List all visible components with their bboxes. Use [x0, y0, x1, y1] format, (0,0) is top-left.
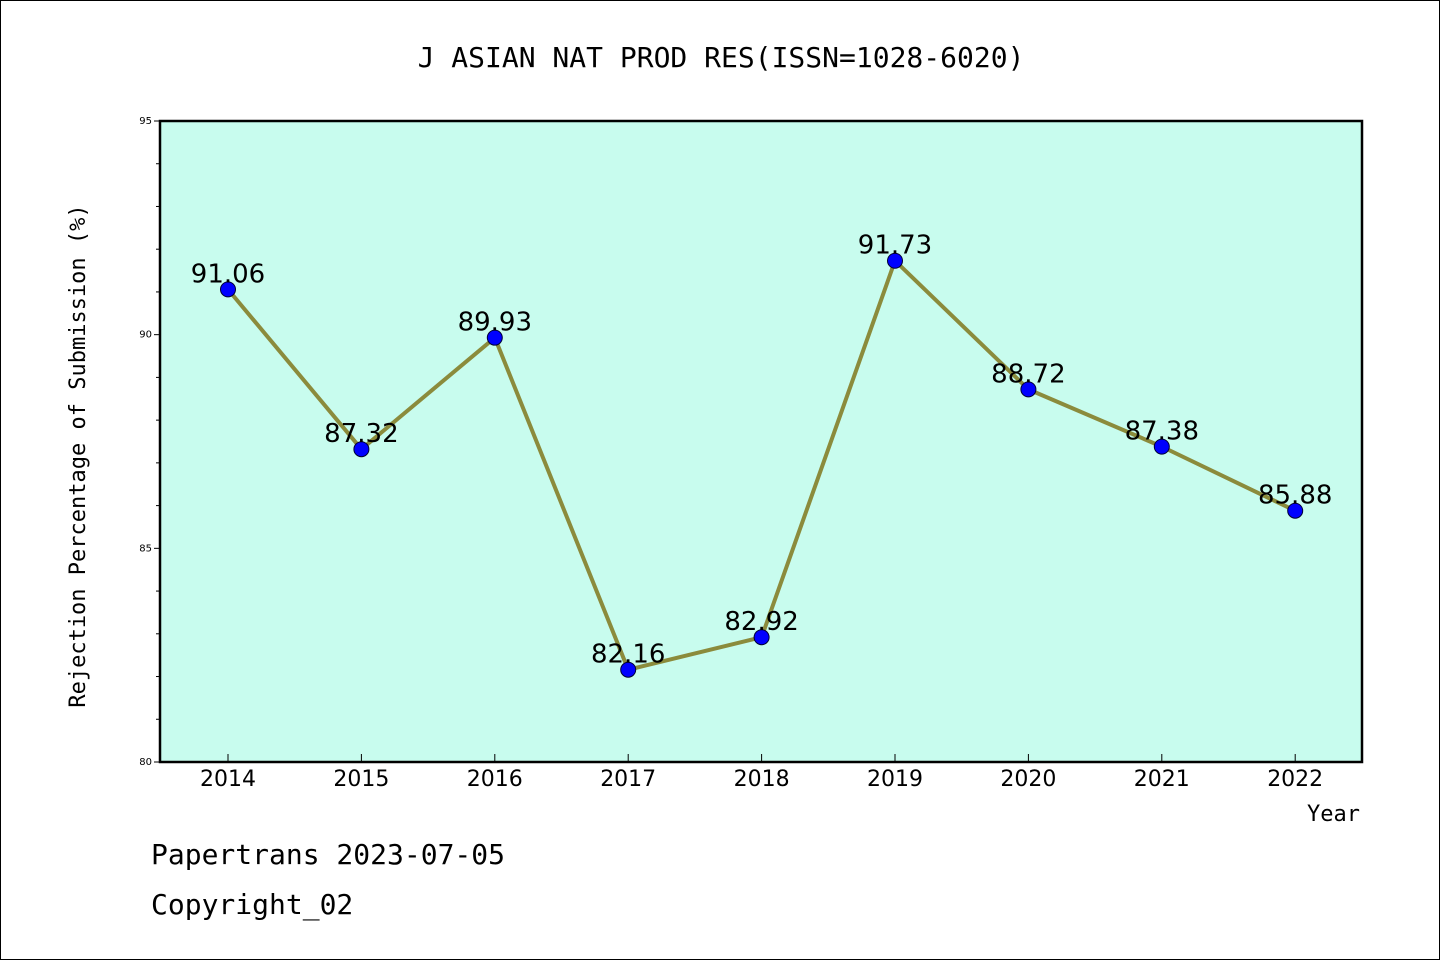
data-label: 82.92	[724, 607, 798, 637]
plot-frame	[158, 119, 1364, 764]
x-tick-label: 2016	[467, 767, 523, 792]
data-label: 89.93	[458, 308, 532, 338]
data-labels: 91.06 87.32 89.93 82.16 82.92 91.73 88.72 87.38…	[191, 231, 1333, 670]
data-point	[353, 441, 370, 458]
x-tick-label: 2022	[1267, 767, 1323, 792]
footer-copyright: Copyright_02	[151, 888, 353, 922]
y-tick-label: 85	[139, 543, 152, 554]
x-tick-label: 2020	[1000, 767, 1056, 792]
data-point	[1020, 381, 1037, 398]
data-label: 85.88	[1258, 481, 1332, 511]
x-tick-label: 2015	[333, 767, 389, 792]
data-label: 87.38	[1125, 417, 1199, 447]
data-label: 82.16	[591, 640, 665, 670]
data-label: 88.72	[991, 359, 1065, 389]
y-tick-label: 90	[139, 330, 152, 341]
chart-title: J ASIAN NAT PROD RES(ISSN=1028-6020)	[418, 41, 1025, 74]
y-axis-label: Rejection Percentage of Submission (%)	[66, 204, 91, 707]
data-point	[486, 329, 503, 346]
data-point	[220, 281, 236, 298]
y-tick-label: 95	[139, 116, 152, 127]
x-tick-label: 2017	[600, 767, 656, 792]
data-points	[220, 252, 1304, 678]
x-tick-label: 2018	[734, 767, 790, 792]
data-point	[620, 661, 637, 678]
x-axis-label: Year	[1307, 802, 1360, 827]
data-label: 91.73	[858, 231, 932, 261]
y-tick-label: 80	[139, 757, 152, 768]
data-point	[887, 252, 903, 269]
data-point	[753, 629, 770, 646]
data-point	[1153, 438, 1170, 455]
data-point	[1287, 502, 1304, 519]
y-axis-ticks: 80 85 90 95	[139, 116, 160, 768]
x-tick-label: 2019	[867, 767, 923, 792]
data-label: 87.32	[324, 419, 398, 449]
x-axis-ticks: 2014 2015 2016 2017 2018 2019 2020 2021 2022	[200, 754, 1323, 792]
footer-credit: Papertrans 2023-07-05	[151, 838, 505, 871]
x-tick-label: 2021	[1134, 767, 1190, 792]
x-tick-label: 2014	[200, 767, 256, 792]
data-label: 91.06	[191, 259, 265, 289]
